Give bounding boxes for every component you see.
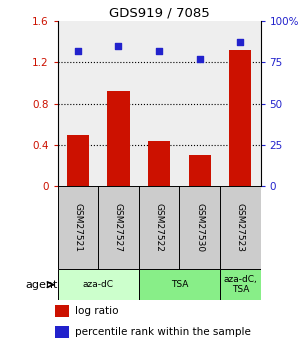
Bar xyxy=(139,269,220,300)
Bar xyxy=(148,141,170,186)
Bar xyxy=(220,269,261,300)
Text: GSM27521: GSM27521 xyxy=(73,203,82,252)
Text: GSM27522: GSM27522 xyxy=(155,203,164,252)
Point xyxy=(116,43,121,48)
Bar xyxy=(67,135,89,186)
Text: aza-dC: aza-dC xyxy=(83,280,114,289)
Bar xyxy=(58,269,139,300)
Point xyxy=(238,39,243,45)
Title: GDS919 / 7085: GDS919 / 7085 xyxy=(109,7,209,20)
Text: log ratio: log ratio xyxy=(75,306,119,316)
Text: agent: agent xyxy=(25,280,58,289)
Point xyxy=(197,56,202,61)
Text: TSA: TSA xyxy=(171,280,188,289)
Point xyxy=(75,48,80,53)
Bar xyxy=(55,305,69,317)
Bar xyxy=(107,91,130,186)
Text: percentile rank within the sample: percentile rank within the sample xyxy=(75,327,251,337)
Bar xyxy=(188,155,211,186)
Point xyxy=(157,48,161,53)
Text: GSM27527: GSM27527 xyxy=(114,203,123,252)
Text: GSM27523: GSM27523 xyxy=(236,203,245,252)
Bar xyxy=(55,326,69,338)
Text: aza-dC,
TSA: aza-dC, TSA xyxy=(223,275,257,294)
Bar xyxy=(229,50,251,186)
Text: GSM27530: GSM27530 xyxy=(195,203,204,252)
